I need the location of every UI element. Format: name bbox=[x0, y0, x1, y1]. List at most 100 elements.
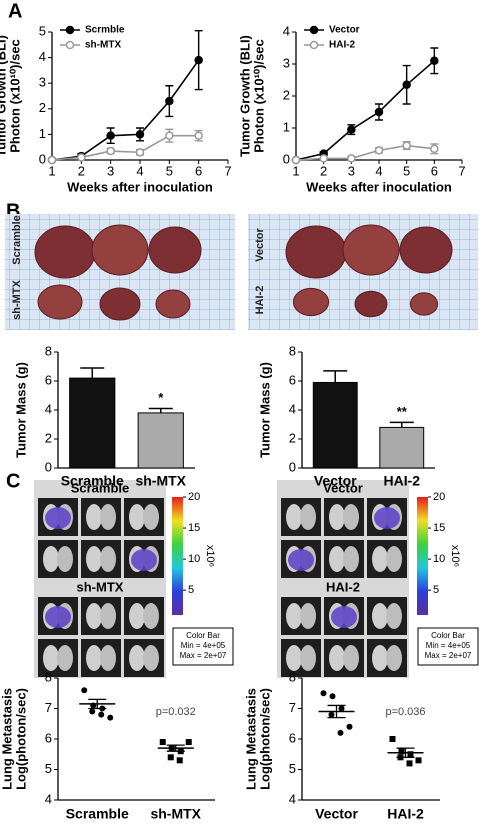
line bbox=[295, 144, 435, 161]
panel-label: A bbox=[8, 0, 22, 22]
marker bbox=[165, 131, 174, 140]
tumor bbox=[99, 287, 141, 321]
dot bbox=[398, 748, 405, 755]
colorbar-note: Color Bar bbox=[186, 631, 220, 640]
y-axis-label: Tumor Mass (g) bbox=[13, 362, 28, 458]
y-tick-label: 8 bbox=[289, 669, 296, 684]
marker bbox=[165, 96, 174, 106]
colorbar-note: Max = 2e+07 bbox=[425, 651, 472, 660]
colorbar bbox=[172, 497, 183, 615]
lung bbox=[343, 645, 359, 671]
dot bbox=[159, 739, 166, 746]
y-axis-label: Photon (x10¹⁰)/sec bbox=[251, 39, 266, 153]
y-tick-label: 2 bbox=[45, 430, 52, 445]
tumor bbox=[34, 225, 96, 279]
marker bbox=[77, 153, 86, 162]
lung bbox=[329, 546, 345, 572]
y-tick-label: 5 bbox=[39, 23, 46, 38]
lung bbox=[286, 645, 302, 671]
y-tick-label: 1 bbox=[283, 119, 290, 134]
x-tick-label: 2 bbox=[78, 163, 85, 178]
y-tick-label: 7 bbox=[289, 700, 296, 715]
y-tick-label: 2 bbox=[289, 430, 296, 445]
x-tick-label: 7 bbox=[224, 163, 231, 178]
x-tick-label: 1 bbox=[292, 163, 299, 178]
lung bbox=[329, 504, 345, 530]
marker bbox=[374, 146, 384, 155]
y-axis-label: Log(photon/sec) bbox=[257, 688, 272, 790]
signal bbox=[131, 549, 157, 571]
line bbox=[51, 134, 199, 161]
y-axis-label: Lung Metastasis bbox=[243, 688, 258, 790]
marker bbox=[106, 146, 115, 156]
colorbar-note: Color Bar bbox=[431, 631, 465, 640]
lung bbox=[129, 603, 145, 629]
lung bbox=[43, 645, 59, 671]
x-tick-label: 5 bbox=[166, 163, 173, 178]
x-tick-label: 6 bbox=[431, 163, 438, 178]
photo-label: Vector bbox=[254, 227, 266, 261]
marker bbox=[319, 154, 328, 163]
tumor bbox=[285, 225, 347, 279]
signal bbox=[331, 606, 357, 628]
tumor bbox=[342, 224, 400, 276]
colorbar-tick-label: 5 bbox=[188, 584, 194, 596]
dot bbox=[338, 705, 345, 712]
dot bbox=[337, 729, 344, 736]
y-tick-label: 0 bbox=[45, 459, 52, 474]
marker bbox=[374, 107, 384, 117]
panel-label: C bbox=[6, 470, 20, 492]
error-bar bbox=[88, 698, 107, 710]
marker bbox=[430, 56, 439, 66]
marker bbox=[430, 144, 439, 154]
x-tick-label: Scramble bbox=[66, 806, 129, 822]
dot bbox=[185, 739, 192, 746]
tumor bbox=[155, 289, 191, 319]
lung bbox=[372, 546, 388, 572]
lung bbox=[100, 546, 116, 572]
marker bbox=[402, 80, 411, 90]
lung bbox=[386, 603, 402, 629]
imaging-label: Scramble bbox=[71, 480, 130, 495]
y-axis-label: Tumor Growth (BLI) bbox=[0, 35, 8, 157]
lung bbox=[300, 645, 316, 671]
colorbar bbox=[417, 497, 428, 615]
marker bbox=[47, 155, 57, 165]
photo-label: HAI-2 bbox=[254, 286, 266, 315]
lung bbox=[100, 504, 116, 530]
y-tick-label: 4 bbox=[289, 791, 296, 806]
tumor bbox=[91, 224, 149, 276]
marker bbox=[347, 125, 356, 134]
lung bbox=[86, 546, 102, 572]
dot bbox=[81, 687, 88, 694]
lung bbox=[100, 603, 116, 629]
lung bbox=[129, 645, 145, 671]
colorbar-tick-label: 15 bbox=[433, 522, 445, 534]
lung bbox=[86, 645, 102, 671]
y-tick-label: 6 bbox=[289, 730, 296, 745]
dot bbox=[328, 711, 335, 718]
dot bbox=[329, 693, 336, 700]
bar bbox=[379, 426, 425, 469]
y-tick-label: 6 bbox=[45, 730, 52, 745]
dot bbox=[167, 754, 174, 761]
colorbar-tick-label: 5 bbox=[433, 584, 439, 596]
y-tick-label: 3 bbox=[283, 55, 290, 70]
marker bbox=[194, 131, 203, 140]
bar bbox=[137, 412, 184, 469]
lung bbox=[143, 603, 159, 629]
x-tick-label: 4 bbox=[136, 163, 143, 178]
x-tick-label: HAI-2 bbox=[387, 806, 424, 822]
annotation: * bbox=[158, 390, 164, 405]
lung bbox=[57, 546, 73, 572]
x-tick-label: 3 bbox=[348, 163, 355, 178]
lung bbox=[57, 645, 73, 671]
y-axis-label: Photon (x10¹⁰)/sec bbox=[7, 39, 22, 153]
y-tick-label: 1 bbox=[39, 126, 46, 141]
photo-label: Scramble bbox=[11, 215, 23, 265]
colorbar-unit: x10⁶ bbox=[204, 545, 216, 567]
y-tick-label: 4 bbox=[45, 401, 52, 416]
dot bbox=[107, 714, 114, 721]
y-tick-label: 4 bbox=[39, 49, 46, 64]
legend-label: sh-MTX bbox=[85, 40, 121, 51]
